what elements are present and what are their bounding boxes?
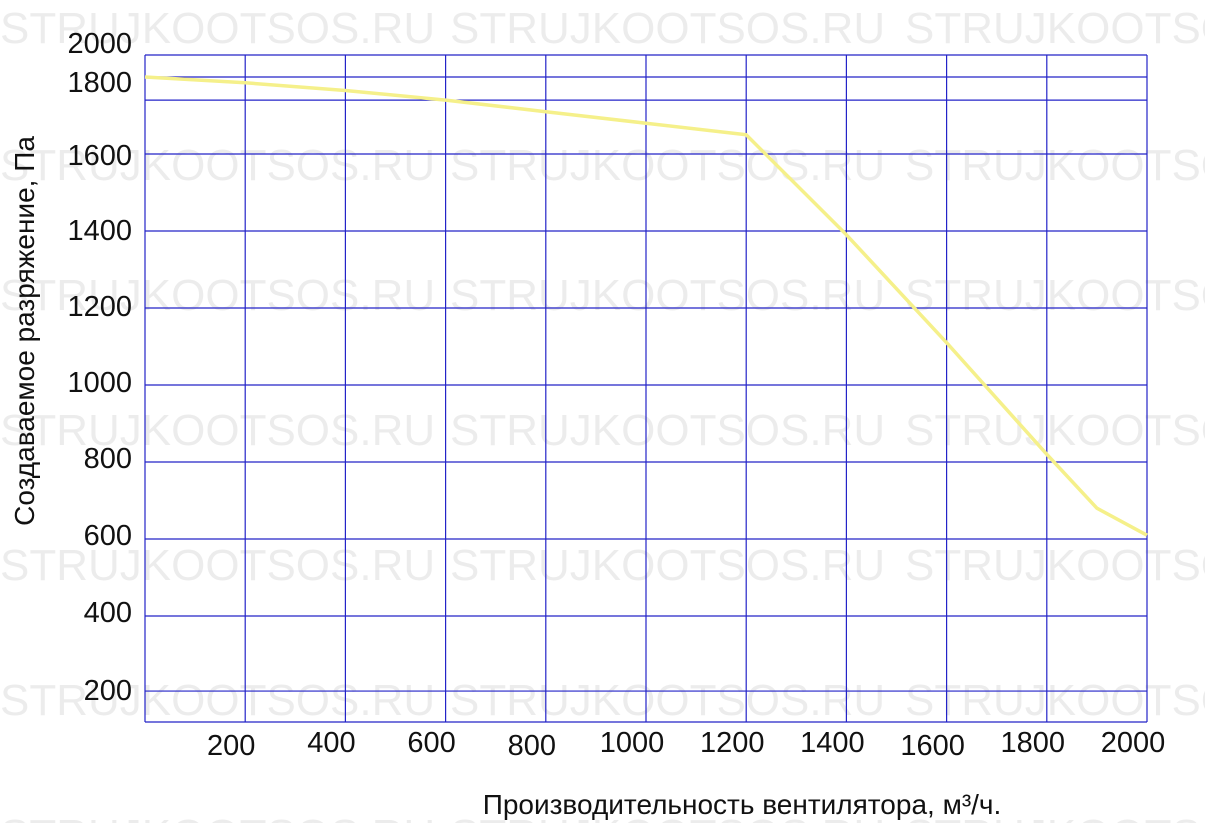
performance-curve xyxy=(144,75,1148,537)
watermark-text: STRUJKOOTSOS.RU xyxy=(0,406,435,455)
watermark-layer: STRUJKOOTSOS.RU STRUJKOOTSOS.RU STRUJKOOTS… xyxy=(0,4,1205,823)
watermark-text: STRUJKOOTSOS.RU xyxy=(905,406,1205,455)
y-tick-label: 1000 xyxy=(67,367,132,399)
watermark-text: STRUJKOOTSOS.RU xyxy=(450,541,885,590)
watermark-text: STRUJKOOTSOS.RU xyxy=(0,541,435,590)
x-axis-label: Производительность вентилятора, м³/ч. xyxy=(483,789,1002,820)
x-tick-label: 1000 xyxy=(600,727,665,759)
watermark-text: STRUJKOOTSOS.RU xyxy=(450,4,885,53)
y-tick-label: 400 xyxy=(84,597,132,629)
watermark-text: STRUJKOOTSOS.RU xyxy=(0,4,435,53)
y-tick-label: 1800 xyxy=(67,67,132,99)
x-tick-label: 200 xyxy=(207,730,255,762)
y-tick-label: 1600 xyxy=(67,140,132,172)
x-tick-label: 600 xyxy=(407,727,455,759)
watermark-text: STRUJKOOTSOS.RU xyxy=(0,676,435,725)
watermark-text: STRUJKOOTSOS.RU xyxy=(0,141,435,190)
x-tick-label: 400 xyxy=(307,727,355,759)
y-axis-label: Создаваемое разряжение, Па xyxy=(9,136,40,526)
watermark-text: STRUJKOOTSOS.RU xyxy=(450,406,885,455)
chart-series xyxy=(144,75,1148,537)
x-axis-ticks: 200 400 600 800 1000 1200 1400 1600 1800 2000 xyxy=(207,727,1165,762)
watermark-text: STRUJKOOTSOS.RU xyxy=(450,271,885,320)
x-tick-label: 2000 xyxy=(1101,727,1166,759)
watermark-text: STRUJKOOTSOS.RU xyxy=(0,811,435,823)
x-tick-label: 1400 xyxy=(800,727,865,759)
watermark-text: STRUJKOOTSOS.RU xyxy=(905,541,1205,590)
y-tick-label: 2000 xyxy=(67,28,132,60)
x-tick-label: 1200 xyxy=(700,727,765,759)
watermark-text: STRUJKOOTSOS.RU xyxy=(450,811,885,823)
watermark-text: STRUJKOOTSOS.RU xyxy=(0,271,435,320)
watermark-text: STRUJKOOTSOS.RU xyxy=(905,271,1205,320)
watermark-text: STRUJKOOTSOS.RU xyxy=(450,676,885,725)
y-tick-label: 1400 xyxy=(67,215,132,247)
y-tick-label: 800 xyxy=(84,443,132,475)
watermark-text: STRUJKOOTSOS.RU xyxy=(905,4,1205,53)
watermark-text: STRUJKOOTSOS.RU xyxy=(905,811,1205,823)
y-tick-label: 600 xyxy=(84,520,132,552)
watermark-text: STRUJKOOTSOS.RU xyxy=(905,141,1205,190)
y-axis-ticks: 200 400 600 800 1000 1200 1400 1600 1800 2000 xyxy=(67,28,132,707)
y-tick-label: 1200 xyxy=(67,291,132,323)
y-tick-label: 200 xyxy=(84,675,132,707)
watermark-text: STRUJKOOTSOS.RU xyxy=(450,141,885,190)
chart-grid xyxy=(144,54,1148,723)
x-tick-label: 800 xyxy=(508,730,556,762)
x-tick-label: 1800 xyxy=(1001,727,1066,759)
x-tick-label: 1600 xyxy=(900,730,965,762)
watermark-text: STRUJKOOTSOS.RU xyxy=(905,676,1205,725)
